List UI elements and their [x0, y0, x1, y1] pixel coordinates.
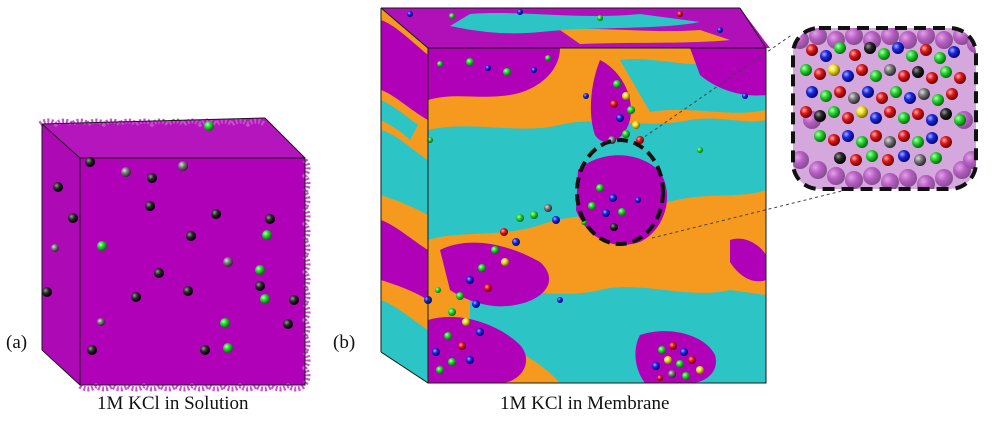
- zoom-inset: [791, 26, 978, 191]
- highlight-ellipse: [575, 138, 665, 246]
- zoom-connector-upper: [639, 33, 794, 141]
- panel-label-b: (b): [333, 332, 356, 353]
- solution-box-top-face: [42, 118, 305, 158]
- membrane-box-view: [380, 7, 851, 384]
- panel-label-a: (a): [6, 332, 28, 353]
- membrane-side-domains: [381, 20, 428, 383]
- zoom-connector-lower: [651, 188, 851, 239]
- solution-ions: [42, 121, 299, 355]
- solution-box-wireframe: [41, 117, 306, 386]
- solution-box-view: [38, 117, 311, 392]
- solution-box-fuzzy-bottom: [78, 382, 306, 392]
- membrane-box-wireframe: [380, 7, 767, 384]
- inset-ion-cluster: [800, 42, 966, 166]
- membrane-top-speckles: [407, 9, 730, 44]
- solution-box-fuzzy-edges: [38, 118, 266, 128]
- solution-box-front-face: [80, 158, 305, 385]
- solution-box-side-face: [42, 124, 80, 385]
- membrane-ions: [424, 55, 748, 381]
- caption-solution: 1M KCl in Solution: [97, 393, 249, 414]
- inset-dashed-border: [791, 26, 978, 191]
- caption-membrane: 1M KCl in Membrane: [500, 393, 670, 414]
